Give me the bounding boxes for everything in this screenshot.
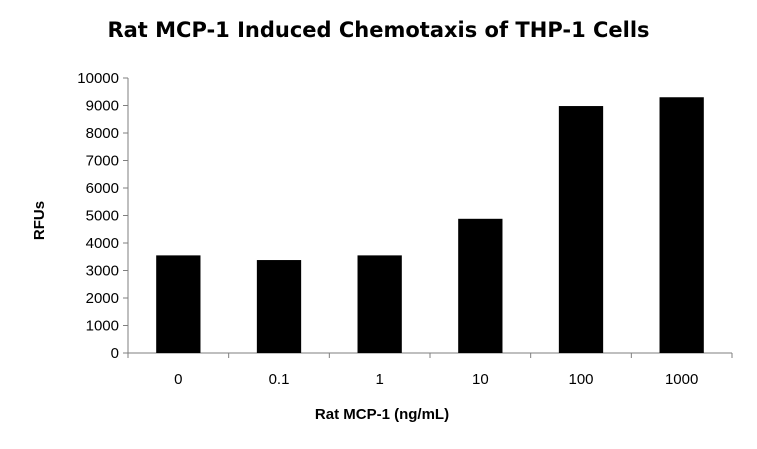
y-tick-label: 7000 [86,153,119,170]
y-tick-label: 10000 [77,70,119,87]
y-tick-label: 5000 [86,208,119,225]
x-tick-label: 1000 [665,371,698,388]
bar-1000 [659,97,704,353]
x-tick-label: 0.1 [269,371,290,388]
x-tick-label: 0 [174,371,182,388]
x-axis-title: Rat MCP-1 (ng/mL) [315,406,449,423]
bar-100 [558,106,604,353]
y-tick-label: 3000 [86,263,119,280]
y-tick-label: 6000 [86,180,119,197]
x-tick-label: 100 [568,371,593,388]
bar-1 [357,255,402,353]
y-tick-label: 4000 [86,235,119,252]
bar-0 [156,255,201,353]
y-tick-label: 2000 [86,290,119,307]
bar-10 [458,218,503,353]
bar-0.1 [256,260,302,353]
bars [156,97,704,353]
y-tick-label: 9000 [86,98,119,115]
x-tick-label: 1 [375,371,383,388]
chart-title: Rat MCP-1 Induced Chemotaxis of THP-1 Ce… [107,18,650,42]
y-axis: 0 1000 2000 3000 4000 5000 6000 7000 8000 9000 100… [77,70,129,362]
y-tick-label: 8000 [86,125,119,142]
y-tick-label: 0 [111,345,119,362]
x-axis: 0 0.1 1 10 100 1000 [127,352,733,388]
y-axis-title: RFUs [31,201,48,240]
x-tick-label: 10 [472,371,489,388]
y-tick-label: 1000 [86,318,119,335]
